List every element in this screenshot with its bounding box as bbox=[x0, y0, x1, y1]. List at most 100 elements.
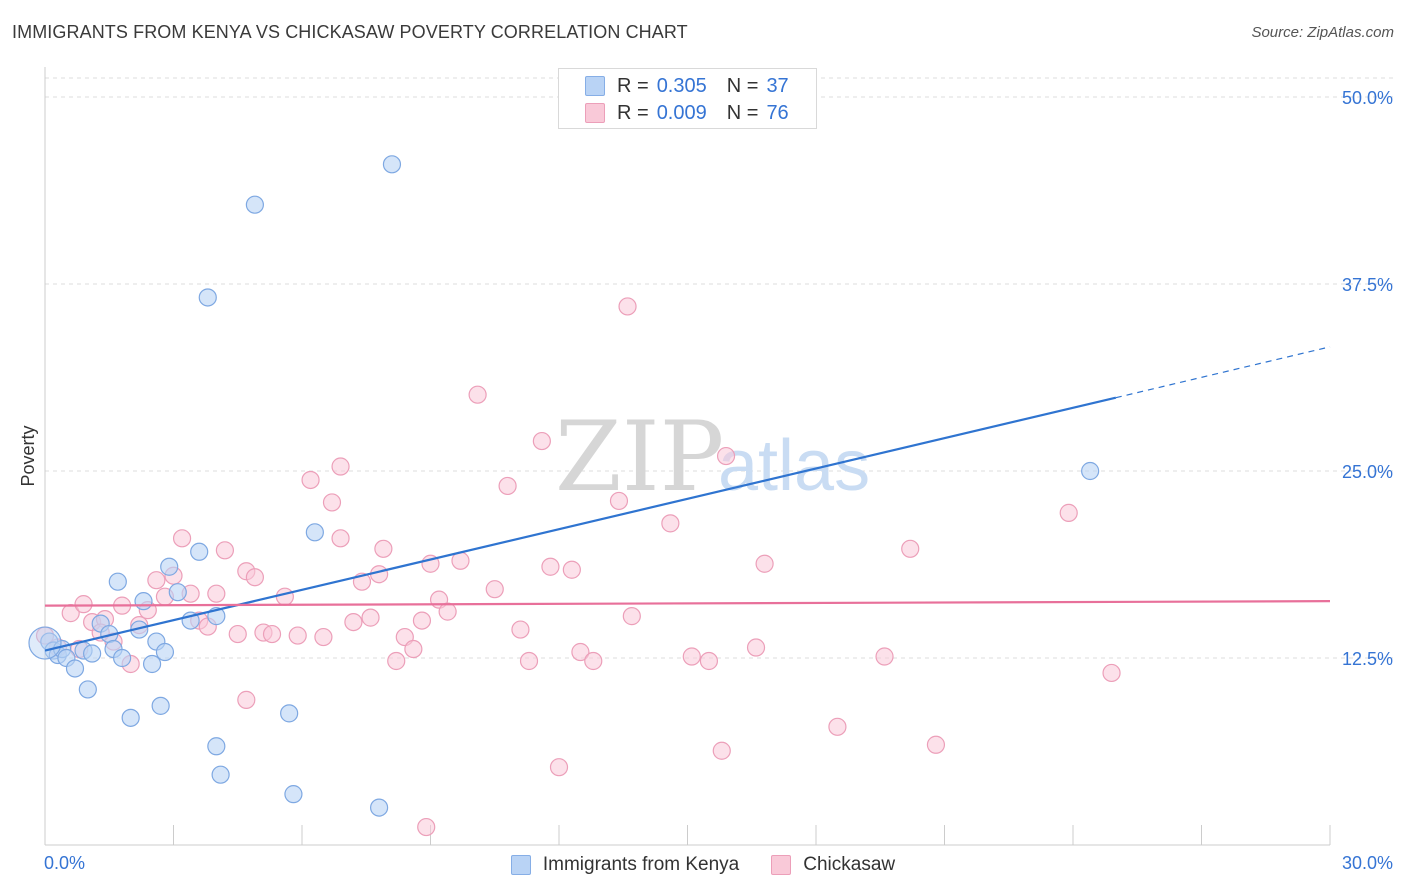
kenya-point bbox=[245, 195, 264, 214]
kenya-point bbox=[1081, 461, 1100, 481]
chickasaw-point bbox=[361, 608, 380, 627]
legend-swatch-kenya bbox=[585, 76, 605, 96]
kenya-point bbox=[305, 523, 324, 542]
chickasaw-point bbox=[74, 595, 93, 614]
chickasaw-point bbox=[215, 541, 234, 560]
kenya-point bbox=[155, 642, 175, 662]
legend-row-chickasaw: R = 0.009 N = 76 bbox=[585, 101, 789, 125]
chickasaw-point bbox=[699, 651, 719, 671]
chickasaw-point bbox=[275, 587, 294, 606]
series-legend-kenya: Immigrants from Kenya bbox=[510, 854, 740, 876]
legend-swatch-chickasaw bbox=[585, 103, 605, 123]
chickasaw-point bbox=[926, 735, 946, 754]
chickasaw-point bbox=[331, 457, 350, 476]
y-tick-label: 50.0% bbox=[1342, 88, 1393, 108]
chart-title: IMMIGRANTS FROM KENYA VS CHICKASAW POVER… bbox=[12, 22, 688, 42]
chickasaw-point bbox=[712, 741, 731, 760]
chickasaw-point bbox=[301, 470, 320, 490]
kenya-point bbox=[382, 155, 402, 174]
kenya-point bbox=[207, 737, 226, 756]
kenya-point bbox=[65, 659, 85, 678]
series-label-kenya: Immigrants from Kenya bbox=[542, 854, 740, 875]
x-tick-label-max: 30.0% bbox=[1342, 853, 1393, 873]
y-tick-label: 37.5% bbox=[1342, 275, 1393, 295]
chickasaw-point bbox=[562, 560, 581, 579]
chickasaw-point bbox=[618, 297, 637, 316]
chickasaw-point bbox=[1059, 503, 1078, 522]
chickasaw-point bbox=[374, 539, 393, 558]
legend-n-label: N = bbox=[726, 74, 759, 97]
kenya-point bbox=[211, 765, 230, 784]
chickasaw-point bbox=[622, 607, 641, 626]
correlation-legend: R = 0.305 N = 37 R = 0.009 N = 76 bbox=[558, 68, 817, 129]
chickasaw-point bbox=[147, 571, 166, 590]
chickasaw-point bbox=[532, 431, 551, 451]
kenya-point bbox=[280, 704, 299, 723]
chickasaw-points bbox=[35, 297, 1121, 837]
trend-lines bbox=[44, 346, 1331, 652]
chickasaw-point bbox=[746, 638, 766, 657]
kenya-point bbox=[284, 785, 303, 804]
chickasaw-point bbox=[682, 647, 701, 666]
chickasaw-point bbox=[387, 651, 406, 671]
legend-r-value: 0.305 bbox=[656, 74, 707, 97]
kenya-point bbox=[112, 648, 132, 668]
tick-labels: 12.5% 25.0% 37.5% 50.0% 0.0% 30.0% bbox=[44, 88, 1393, 873]
chickasaw-point bbox=[571, 642, 590, 662]
chickasaw-point bbox=[207, 584, 226, 603]
chickasaw-point bbox=[288, 626, 307, 645]
chickasaw-point bbox=[498, 476, 517, 496]
chickasaw-point bbox=[541, 557, 560, 576]
kenya-point bbox=[121, 708, 140, 727]
kenya-point bbox=[78, 680, 97, 699]
legend-r-value: 0.009 bbox=[656, 101, 707, 124]
chart-source: Source: ZipAtlas.com bbox=[1251, 24, 1394, 41]
chickasaw-point bbox=[716, 446, 736, 466]
legend-n-value: 76 bbox=[766, 101, 789, 124]
chickasaw-point bbox=[245, 568, 264, 587]
kenya-point bbox=[370, 798, 389, 817]
chickasaw-point bbox=[755, 554, 774, 573]
chickasaw-point bbox=[901, 539, 920, 558]
series-swatch-chickasaw bbox=[771, 855, 792, 875]
chickasaw-point bbox=[404, 639, 423, 659]
kenya-trend-extension bbox=[1115, 346, 1331, 399]
chickasaw-point bbox=[344, 612, 363, 632]
chickasaw-point bbox=[412, 611, 432, 630]
kenya-point bbox=[83, 644, 102, 663]
kenya-point bbox=[198, 288, 217, 307]
chickasaw-point bbox=[314, 627, 333, 647]
kenya-point bbox=[168, 583, 187, 602]
y-axis-title: Poverty bbox=[18, 425, 38, 486]
chickasaw-point bbox=[438, 602, 457, 621]
kenya-point bbox=[190, 542, 209, 561]
y-tick-label: 25.0% bbox=[1342, 462, 1393, 482]
chickasaw-trend-line bbox=[44, 600, 1331, 607]
chickasaw-point bbox=[511, 620, 530, 639]
legend-n-value: 37 bbox=[766, 74, 789, 97]
y-tick-label: 12.5% bbox=[1342, 649, 1393, 669]
series-swatch-kenya bbox=[510, 855, 531, 875]
series-label-chickasaw: Chickasaw bbox=[803, 854, 896, 875]
chickasaw-point bbox=[262, 624, 282, 644]
x-tick-label-min: 0.0% bbox=[44, 853, 85, 873]
legend-n-label: N = bbox=[726, 101, 759, 124]
kenya-point bbox=[28, 626, 62, 660]
chickasaw-point bbox=[609, 491, 629, 511]
legend-r-label: R = bbox=[617, 101, 649, 124]
chickasaw-point bbox=[1102, 663, 1121, 683]
chickasaw-point bbox=[485, 580, 504, 599]
chickasaw-point bbox=[661, 514, 680, 533]
kenya-point bbox=[108, 572, 127, 591]
legend-row-kenya: R = 0.305 N = 37 bbox=[585, 74, 789, 98]
chickasaw-point bbox=[237, 690, 256, 709]
watermark-atlas: atlas bbox=[718, 426, 870, 506]
kenya-point bbox=[160, 557, 179, 576]
chickasaw-point bbox=[417, 817, 436, 837]
chickasaw-point bbox=[322, 493, 342, 512]
kenya-point bbox=[134, 592, 153, 611]
chickasaw-point bbox=[519, 651, 539, 671]
series-legend-chickasaw: Chickasaw bbox=[771, 854, 895, 876]
chickasaw-point bbox=[331, 529, 350, 548]
kenya-point bbox=[151, 696, 170, 715]
